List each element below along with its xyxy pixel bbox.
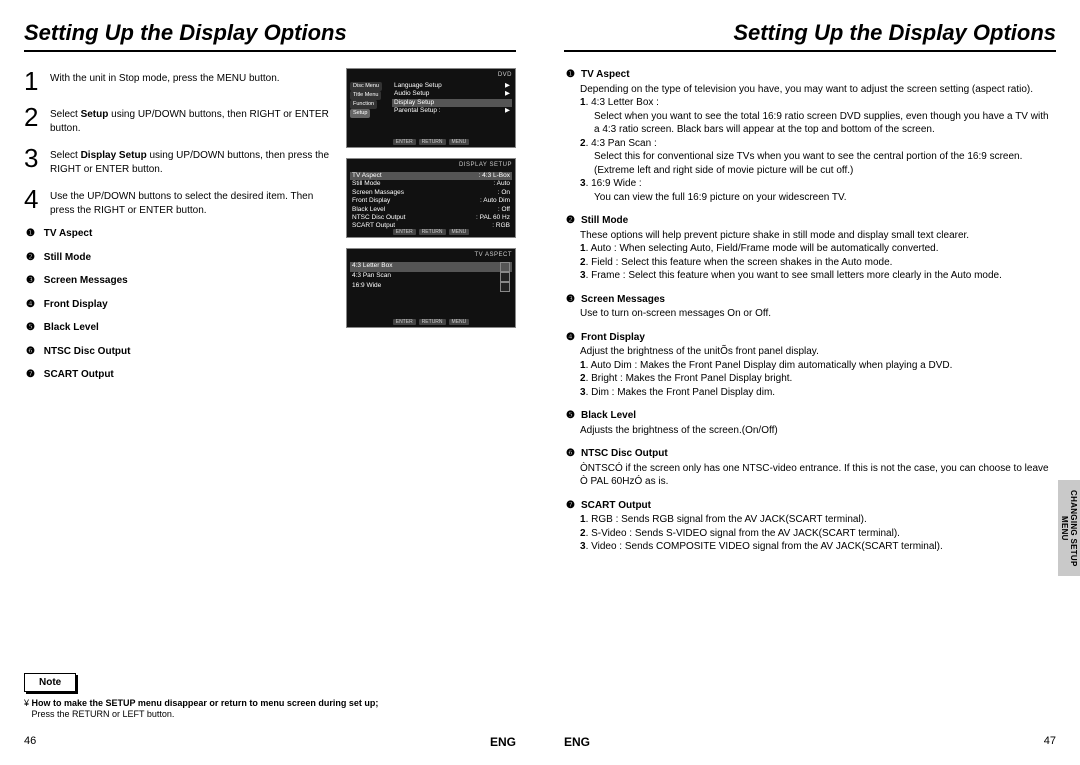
step-number: 4 <box>24 186 44 217</box>
section-subitem: 2. Field : Select this feature when the … <box>580 256 1056 270</box>
step: 1With the unit in Stop mode, press the M… <box>24 68 334 94</box>
section: ❼SCART Output1. RGB : Sends RGB signal f… <box>564 499 1056 554</box>
osd-display-setup: DISPLAY SETUPTV Aspect: 4:3 L-BoxStill M… <box>346 158 516 238</box>
section: ❻NTSC Disc OutputÒNTSCÓ if the screen on… <box>564 447 1056 489</box>
note-answer: Press the RETURN or LEFT button. <box>32 709 175 719</box>
section-subitem: 2. Bright : Makes the Front Panel Displa… <box>580 372 1056 386</box>
option-item: ❹ Front Display <box>24 298 334 312</box>
step-text: With the unit in Stop mode, press the ME… <box>50 68 334 94</box>
page-spread: Setting Up the Display Options 1With the… <box>0 0 1080 765</box>
section-text: Use to turn on-screen messages On or Off… <box>580 307 1056 321</box>
note-label: Note <box>24 673 76 692</box>
left-text-column: 1With the unit in Stop mode, press the M… <box>24 68 334 392</box>
section-subitem: 3. Frame : Select this feature when you … <box>580 269 1056 283</box>
option-item: ❺ Black Level <box>24 321 334 335</box>
section-subitem: 1. Auto : When selecting Auto, Field/Fra… <box>580 242 1056 256</box>
section-text: Adjusts the brightness of the screen.(On… <box>580 424 1056 438</box>
page-47: Setting Up the Display Options ❶TV Aspec… <box>540 0 1080 765</box>
language-code: ENG <box>564 735 590 749</box>
option-list: ❶ TV Aspect ❷ Still Mode ❸ Screen Messages… <box>24 227 334 382</box>
section-subitem: 2. S-Video : Sends S-VIDEO signal from t… <box>580 527 1056 541</box>
note-text: ¥ How to make the SETUP menu disappear o… <box>24 698 516 721</box>
section: ❷Still ModeThese options will help preve… <box>564 214 1056 283</box>
section: ❶TV AspectDepending on the type of telev… <box>564 68 1056 204</box>
section-text: Depending on the type of television you … <box>580 83 1056 97</box>
option-item: ❸ Screen Messages <box>24 274 334 288</box>
section-heading: ❺Black Level <box>564 409 1056 423</box>
section: ❺Black LevelAdjusts the brightness of th… <box>564 409 1056 437</box>
page-46: Setting Up the Display Options 1With the… <box>0 0 540 765</box>
section-heading: ❷Still Mode <box>564 214 1056 228</box>
section-heading: ❻NTSC Disc Output <box>564 447 1056 461</box>
step: 2Select Setup using UP/DOWN buttons, the… <box>24 104 334 135</box>
osd-setup-menu: DVDDisc MenuTitle MenuFunctionSetupLangu… <box>346 68 516 148</box>
section-subitem: 3. 16:9 Wide : <box>580 177 1056 191</box>
section-subitem: 2. 4:3 Pan Scan : <box>580 137 1056 151</box>
section-heading: ❶TV Aspect <box>564 68 1056 82</box>
section-heading: ❼SCART Output <box>564 499 1056 513</box>
page-title: Setting Up the Display Options <box>564 20 1056 52</box>
section-text: Adjust the brightness of the unitÕs fron… <box>580 345 1056 359</box>
step: 4Use the UP/DOWN buttons to select the d… <box>24 186 334 217</box>
step-number: 1 <box>24 68 44 94</box>
step-text: Use the UP/DOWN buttons to select the de… <box>50 186 334 217</box>
section-subtext: Select this for conventional size TVs wh… <box>594 150 1056 177</box>
language-code: ENG <box>490 735 516 749</box>
section-heading: ❹Front Display <box>564 331 1056 345</box>
left-body: 1With the unit in Stop mode, press the M… <box>24 68 516 392</box>
step-text: Select Display Setup using UP/DOWN butto… <box>50 145 334 176</box>
right-body: ❶TV AspectDepending on the type of telev… <box>564 68 1056 564</box>
section-heading: ❸Screen Messages <box>564 293 1056 307</box>
section: ❸Screen MessagesUse to turn on-screen me… <box>564 293 1056 321</box>
page-number: 47 <box>1044 735 1056 747</box>
section-subtext: You can view the full 16:9 picture on yo… <box>594 191 1056 205</box>
note-question: How to make the SETUP menu disappear or … <box>32 698 379 708</box>
section-tab-text: CHANGING SETUP MENU <box>1060 480 1078 576</box>
option-item: ❶ TV Aspect <box>24 227 334 241</box>
option-item: ❷ Still Mode <box>24 251 334 265</box>
option-item: ❻ NTSC Disc Output <box>24 345 334 359</box>
step: 3Select Display Setup using UP/DOWN butt… <box>24 145 334 176</box>
section: ❹Front DisplayAdjust the brightness of t… <box>564 331 1056 400</box>
option-item: ❼ SCART Output <box>24 368 334 382</box>
section-tab: CHANGING SETUP MENU <box>1058 480 1080 576</box>
osd-thumbnails: DVDDisc MenuTitle MenuFunctionSetupLangu… <box>346 68 516 392</box>
section-subitem: 3. Video : Sends COMPOSITE VIDEO signal … <box>580 540 1056 554</box>
section-subitem: 1. Auto Dim : Makes the Front Panel Disp… <box>580 359 1056 373</box>
step-text: Select Setup using UP/DOWN buttons, then… <box>50 104 334 135</box>
section-text: ÒNTSCÓ if the screen only has one NTSC-v… <box>580 462 1056 489</box>
page-title: Setting Up the Display Options <box>24 20 516 52</box>
section-text: These options will help prevent picture … <box>580 229 1056 243</box>
section-subitem: 1. 4:3 Letter Box : <box>580 96 1056 110</box>
section-subtext: Select when you want to see the total 16… <box>594 110 1056 137</box>
note-box: Note ¥ How to make the SETUP menu disapp… <box>24 672 516 721</box>
section-subitem: 3. Dim : Makes the Front Panel Display d… <box>580 386 1056 400</box>
osd-tv-aspect: TV ASPECT4:3 Letter Box4:3 Pan Scan16:9 … <box>346 248 516 328</box>
section-subitem: 1. RGB : Sends RGB signal from the AV JA… <box>580 513 1056 527</box>
page-number: 46 <box>24 735 36 747</box>
step-number: 2 <box>24 104 44 135</box>
step-number: 3 <box>24 145 44 176</box>
